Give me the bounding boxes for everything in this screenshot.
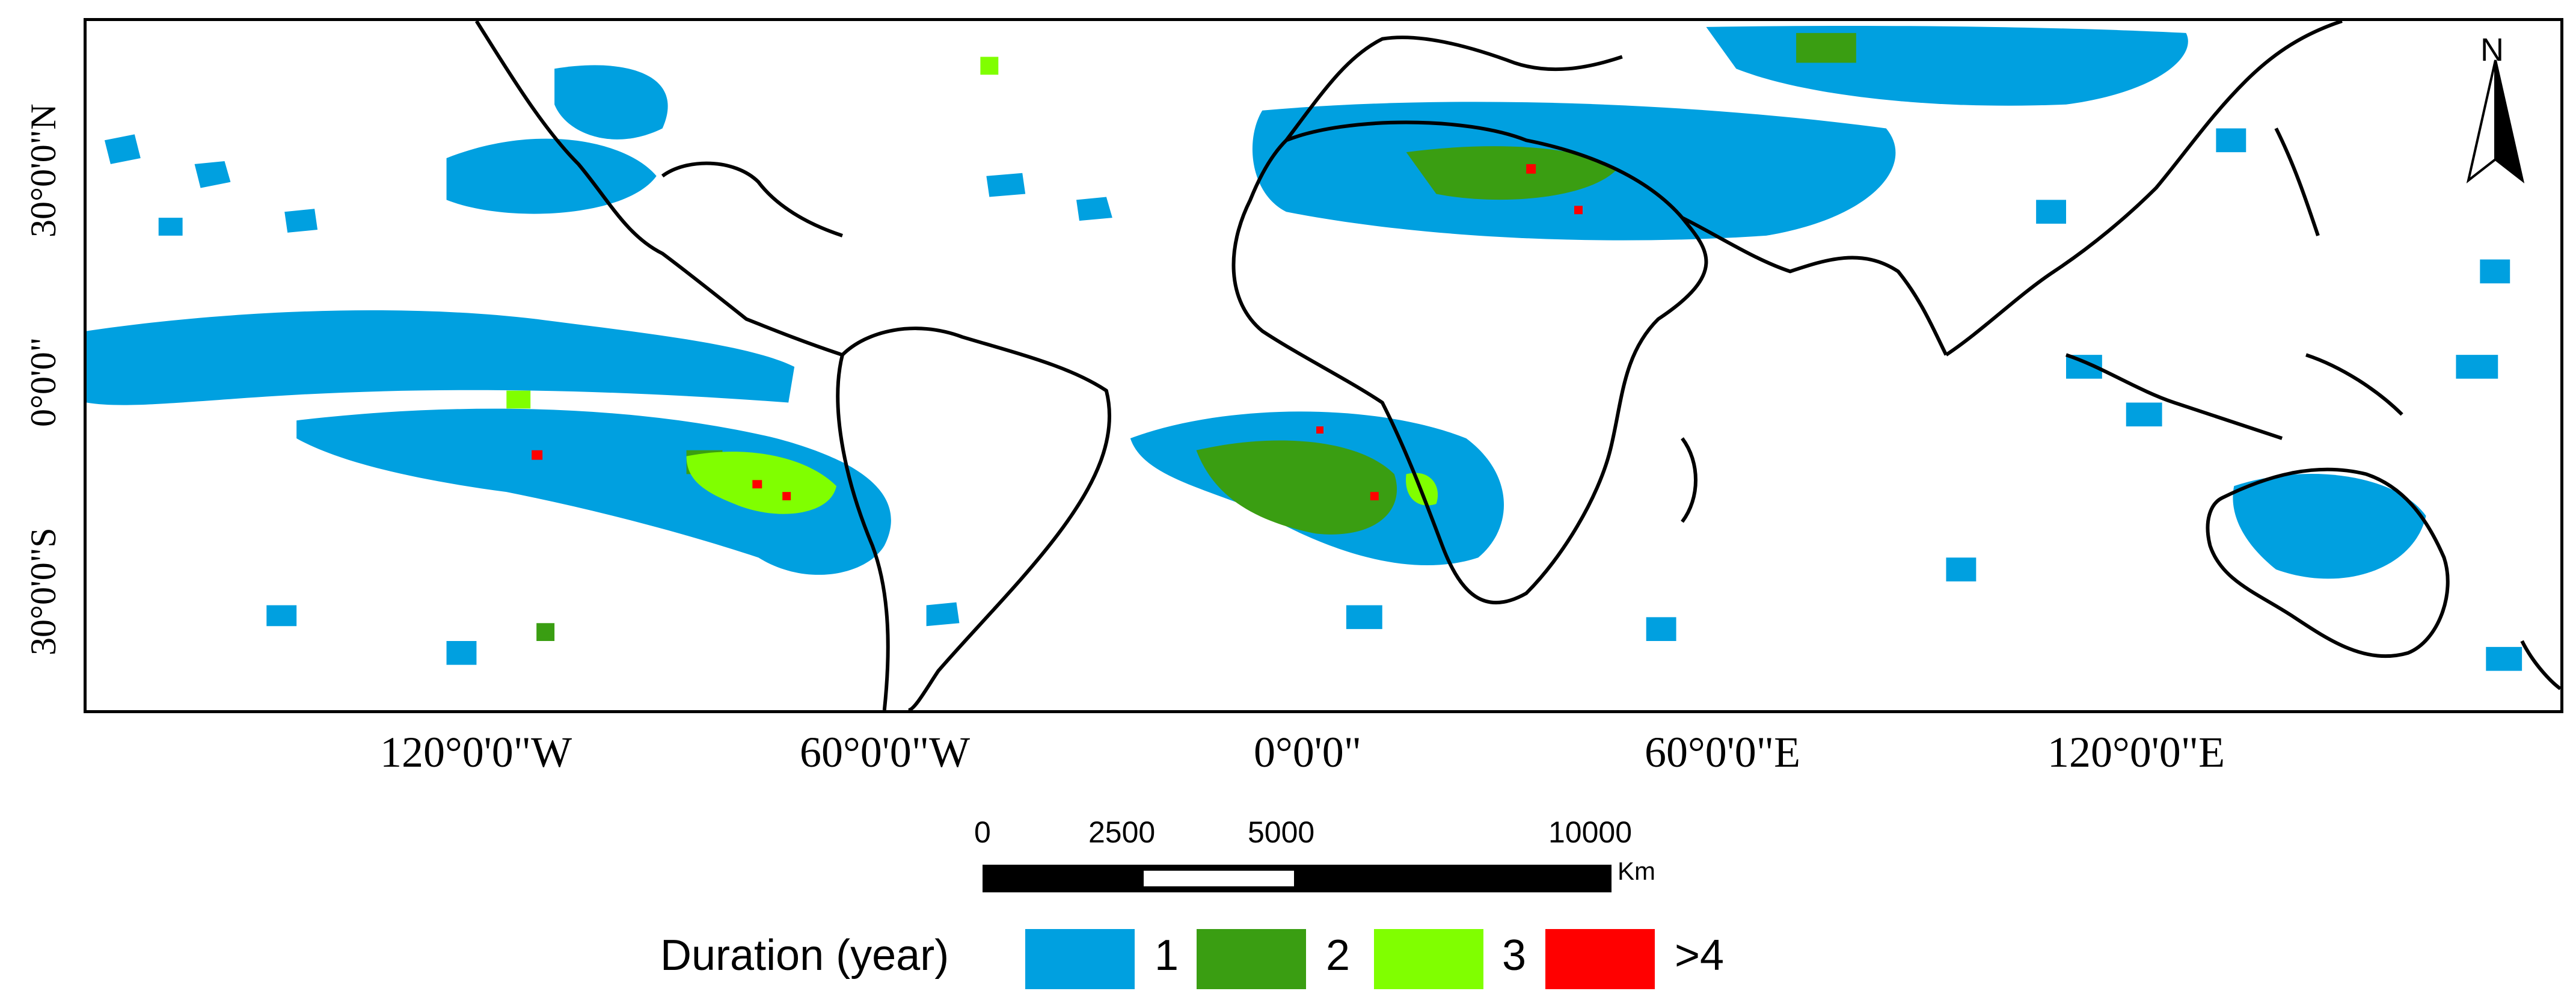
legend-swatch-3	[1374, 929, 1483, 989]
south-pacific-cluster	[296, 408, 891, 575]
legend-swatch-1	[1025, 929, 1135, 989]
siberia-cluster	[1706, 25, 2188, 106]
scale-tick-0: 0	[974, 815, 991, 849]
legend-label-2: 2	[1326, 931, 1351, 980]
scale-tick-10000: 10000	[1548, 815, 1633, 849]
world-map	[87, 21, 2560, 710]
scale-tick-2500: 2500	[1088, 815, 1156, 849]
australia-coast	[2206, 467, 2450, 658]
japan-coast	[2274, 127, 2320, 236]
asia-coast	[1945, 21, 2343, 357]
north-atlantic-cluster	[554, 65, 668, 140]
legend-swatch-2	[1197, 929, 1306, 989]
lat-label-30s: 30°0'0"S	[23, 527, 63, 655]
lon-label-0: 0°0'0"	[1254, 728, 1362, 776]
north-pacific-cluster	[446, 138, 657, 214]
south-america-coast	[836, 327, 1112, 710]
duration-4plus-regions	[532, 164, 1583, 501]
coastlines	[474, 21, 2560, 710]
lat-label-30n: 30°0'0"N	[23, 103, 63, 238]
arabia-india-coast	[1681, 216, 1948, 356]
scale-tick-5000: 5000	[1248, 815, 1315, 849]
africa-coast	[1231, 120, 1708, 605]
southeast-asia-islands	[2065, 353, 2403, 440]
legend-label-4plus: >4	[1675, 931, 1725, 980]
central-america-coast	[661, 161, 843, 238]
legend-swatch-4plus	[1545, 929, 1655, 989]
north-label: N	[2480, 32, 2504, 68]
madagascar-coast	[1681, 437, 1697, 523]
scale-bar	[983, 865, 1612, 892]
duration-1-regions	[87, 25, 2522, 671]
scale-unit: Km	[1618, 857, 1655, 885]
australia-cluster	[2233, 474, 2426, 579]
new-zealand-coast	[2520, 640, 2560, 690]
pacific-equatorial-band	[87, 310, 795, 405]
north-america-coast	[474, 21, 843, 357]
lon-label-60w: 60°0'0"W	[800, 728, 971, 776]
legend-label-3: 3	[1502, 931, 1527, 980]
europe-coast	[1284, 35, 1623, 142]
lon-label-120w: 120°0'0"W	[380, 728, 572, 776]
lon-label-60e: 60°0'0"E	[1645, 728, 1801, 776]
lat-label-0: 0°0'0"	[23, 337, 63, 427]
lon-label-120e: 120°0'0"E	[2047, 728, 2225, 776]
legend-label-1: 1	[1155, 931, 1179, 980]
north-arrow-icon	[2466, 60, 2525, 184]
legend-title: Duration (year)	[660, 931, 949, 980]
map-frame	[84, 18, 2563, 713]
